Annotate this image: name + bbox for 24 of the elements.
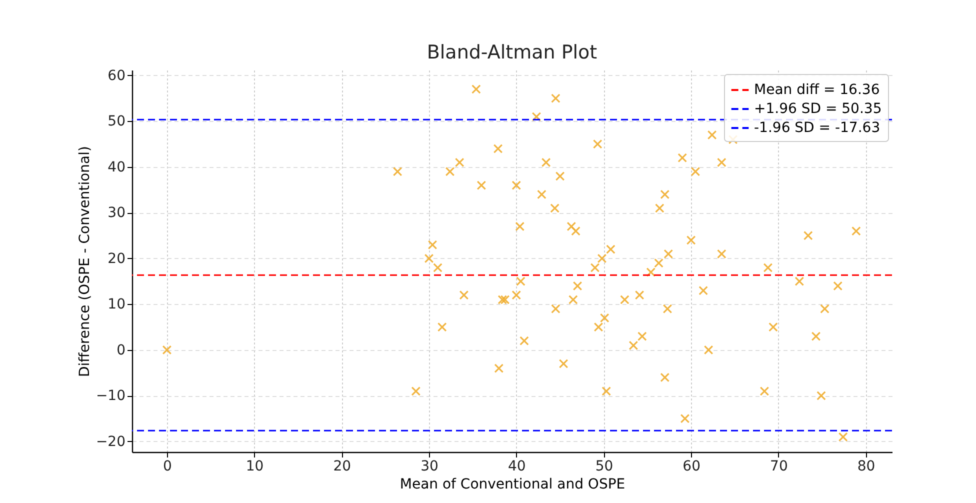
- x-tick-label: 30: [420, 458, 438, 474]
- y-tick-label: 0: [116, 342, 126, 358]
- x-tick-label: 40: [508, 458, 526, 474]
- x-tick-label: 10: [246, 458, 264, 474]
- y-tick-label: −10: [96, 388, 126, 404]
- y-tick-label: −20: [96, 434, 126, 450]
- x-tick-label: 50: [595, 458, 614, 474]
- legend-label: -1.96 SD = -17.63: [754, 120, 880, 136]
- y-tick-label: 10: [108, 296, 126, 313]
- x-tick-label: 70: [770, 458, 788, 474]
- x-axis-title: Mean of Conventional and OSPE: [400, 476, 626, 492]
- x-tick-label: 80: [857, 458, 876, 474]
- y-tick-label: 60: [108, 68, 126, 84]
- y-tick-label: 50: [108, 114, 126, 130]
- legend-label: Mean diff = 16.36: [754, 82, 880, 98]
- y-axis-title: Difference (OSPE - Conventional): [76, 146, 93, 377]
- y-tick-label: 20: [108, 250, 126, 267]
- y-tick-label: 40: [108, 159, 126, 176]
- x-tick-label: 60: [682, 458, 700, 474]
- ref-line-label: +1.96 SD = 50.35: [754, 101, 882, 117]
- chart-title: Bland-Altman Plot: [426, 41, 598, 64]
- y-tick-label: 30: [108, 205, 126, 222]
- x-tick-label: 20: [333, 458, 352, 474]
- x-tick-label: 0: [162, 458, 172, 474]
